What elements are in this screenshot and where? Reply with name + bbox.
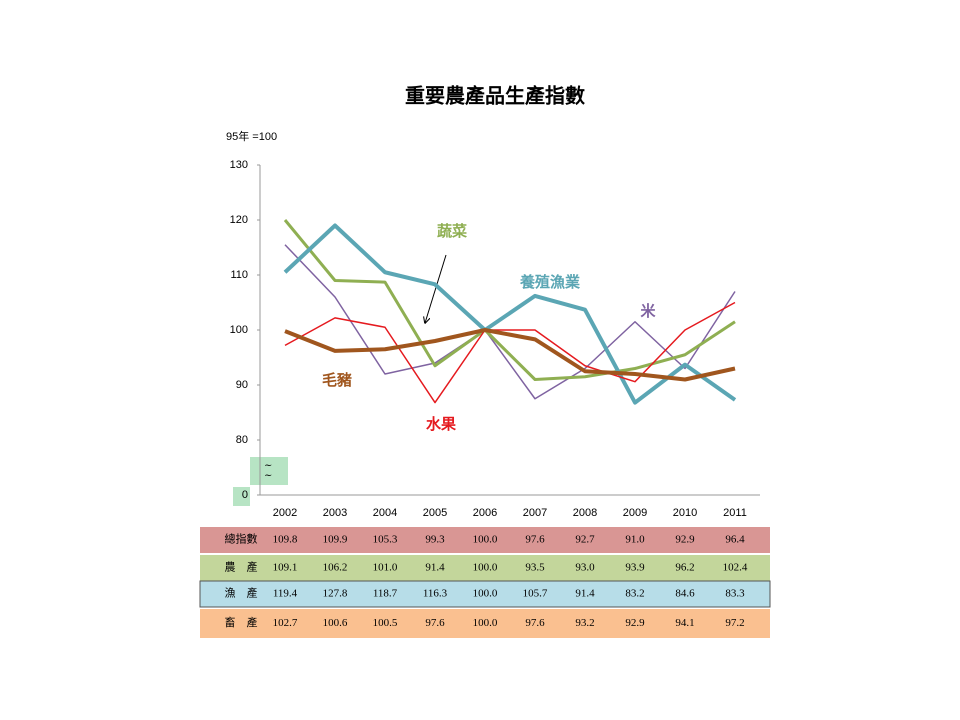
chart-title: 重要農產品生產指數 bbox=[405, 84, 585, 108]
table-cell: 93.9 bbox=[625, 562, 645, 574]
table-cell: 100.5 bbox=[373, 617, 398, 629]
x-tick-label: 2006 bbox=[473, 507, 497, 519]
table-cell: 99.3 bbox=[425, 534, 445, 546]
y-axis-label: 95年 =100 bbox=[226, 129, 277, 143]
table-cell: 96.2 bbox=[675, 562, 694, 574]
table-cell: 109.1 bbox=[273, 562, 298, 574]
table-cell: 91.0 bbox=[625, 534, 645, 546]
row-label: 漁 產 bbox=[225, 586, 258, 600]
axis-break-box bbox=[250, 457, 288, 485]
data-table: 總指數 109.8 109.9 105.3 99.3 100.0 97.6 92.7 91.0 9… bbox=[199, 527, 771, 638]
table-cell: 116.3 bbox=[423, 588, 448, 600]
table-cell: 92.9 bbox=[675, 534, 695, 546]
x-tick-label: 2005 bbox=[423, 507, 447, 519]
table-cell: 105.3 bbox=[373, 534, 398, 546]
x-tick-label: 2010 bbox=[673, 507, 697, 519]
x-tick-label: 2008 bbox=[573, 507, 597, 519]
table-cell: 92.7 bbox=[575, 534, 595, 546]
row-label: 農 產 bbox=[225, 560, 258, 574]
table-cell: 91.4 bbox=[425, 562, 445, 574]
table-cell: 127.8 bbox=[323, 588, 348, 600]
y-tick-label: 130 bbox=[230, 159, 248, 171]
y-tick-label: 90 bbox=[236, 379, 248, 391]
table-cell: 119.4 bbox=[273, 588, 298, 600]
table-cell: 97.6 bbox=[525, 617, 545, 629]
zero-label-box bbox=[233, 487, 250, 506]
series-label: 米 bbox=[640, 302, 656, 320]
series-line bbox=[284, 301, 736, 404]
x-tick-label: 2002 bbox=[273, 507, 297, 519]
series-label: 養殖漁業 bbox=[519, 273, 581, 291]
series-label: 毛豬 bbox=[322, 371, 352, 389]
table-cell: 100.0 bbox=[473, 562, 498, 574]
table-cell: 118.7 bbox=[373, 588, 398, 600]
table-cell: 101.0 bbox=[373, 562, 398, 574]
table-cell: 100.0 bbox=[473, 534, 498, 546]
x-tick-label: 2009 bbox=[623, 507, 647, 519]
table-row bbox=[200, 527, 770, 553]
table-row bbox=[199, 580, 771, 608]
row-label: 總指數 bbox=[225, 532, 258, 546]
x-tick-label: 2011 bbox=[723, 507, 747, 519]
table-cell: 83.2 bbox=[625, 588, 644, 600]
y-tick-label: 120 bbox=[230, 214, 248, 226]
table-row bbox=[200, 555, 770, 581]
y-tick-label: 100 bbox=[230, 324, 248, 336]
table-cell: 93.0 bbox=[575, 562, 595, 574]
table-cell: 97.6 bbox=[425, 617, 445, 629]
table-cell: 93.5 bbox=[525, 562, 545, 574]
table-cell: 102.7 bbox=[273, 617, 298, 629]
series-line bbox=[283, 223, 737, 405]
table-cell: 97.2 bbox=[725, 617, 744, 629]
series-label: 蔬菜 bbox=[437, 222, 467, 240]
x-tick-label: 2003 bbox=[323, 507, 347, 519]
table-cell: 97.6 bbox=[525, 534, 545, 546]
series-line bbox=[284, 244, 736, 400]
y-tick-label: 80 bbox=[236, 434, 248, 446]
table-cell: 100.6 bbox=[323, 617, 348, 629]
table-cell: 96.4 bbox=[725, 534, 745, 546]
table-cell: 100.0 bbox=[473, 588, 498, 600]
axis-break-mark: ~ bbox=[264, 471, 272, 482]
table-cell: 109.9 bbox=[323, 534, 348, 546]
table-cell: 94.1 bbox=[675, 617, 694, 629]
series-line bbox=[283, 219, 736, 381]
table-cell: 100.0 bbox=[473, 617, 498, 629]
table-cell: 93.2 bbox=[575, 617, 594, 629]
x-tick-label: 2004 bbox=[373, 507, 397, 519]
table-cell: 83.3 bbox=[725, 588, 745, 600]
annotation-arrow bbox=[425, 254, 447, 323]
x-tick-label: 2007 bbox=[523, 507, 547, 519]
y-tick-label: 0 bbox=[242, 489, 248, 501]
table-cell: 109.8 bbox=[273, 534, 298, 546]
table-cell: 106.2 bbox=[323, 562, 348, 574]
y-tick-label: 110 bbox=[230, 269, 248, 281]
table-row bbox=[200, 609, 770, 638]
series-label: 水果 bbox=[426, 415, 457, 433]
table-cell: 102.4 bbox=[723, 562, 748, 574]
axis-break-mark: ~ bbox=[264, 461, 272, 472]
table-cell: 91.4 bbox=[575, 588, 595, 600]
row-label: 畜 產 bbox=[225, 615, 258, 629]
table-cell: 105.7 bbox=[523, 588, 548, 600]
series-line bbox=[284, 328, 736, 382]
table-cell: 84.6 bbox=[675, 588, 695, 600]
table-cell: 92.9 bbox=[625, 617, 645, 629]
